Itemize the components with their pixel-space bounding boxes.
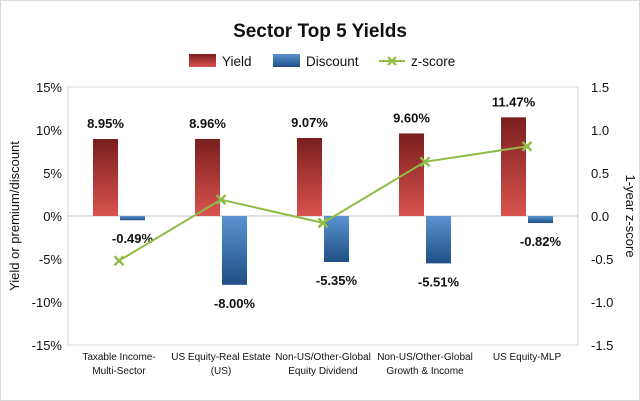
y-tick-label: -15% <box>32 338 63 353</box>
y-tick-label: -10% <box>32 295 63 310</box>
discount-bar <box>222 216 247 285</box>
y2-tick-label: 1.5 <box>591 80 609 95</box>
y2-axis-title: 1-year z-score <box>623 174 638 257</box>
discount-bar <box>120 216 145 221</box>
zscore-marker <box>317 217 329 229</box>
y-tick-label: 10% <box>36 123 62 138</box>
yield-data-label: 9.07% <box>291 115 328 130</box>
plot-area: -15% -10% -5% 0% 5% 10% 15% -1.5 -1.0 -0.5 0.0 0.5 1… <box>32 80 614 377</box>
yield-data-label: 11.47% <box>492 94 536 109</box>
x-tick-label: US Equity-Real Estate <box>171 352 271 363</box>
legend: Yield Discount z-score <box>189 54 455 69</box>
y2-tick-label: 1.0 <box>591 123 609 138</box>
yield-data-label: 8.95% <box>87 116 124 131</box>
x-tick-label: Multi-Sector <box>92 366 146 377</box>
yield-bar <box>195 138 220 216</box>
yield-bar <box>297 137 322 216</box>
x-tick-label: (US) <box>211 366 232 377</box>
y-tick-label: 5% <box>43 166 62 181</box>
yield-data-label: 8.96% <box>189 116 226 131</box>
zscore-marker <box>419 156 431 168</box>
y-tick-label: 15% <box>36 80 62 95</box>
discount-data-label: -5.35% <box>316 273 358 288</box>
yield-bar <box>93 139 118 216</box>
legend-label-yield: Yield <box>222 54 252 69</box>
legend-label-zscore: z-score <box>411 54 455 69</box>
discount-data-label: -8.00% <box>214 296 256 311</box>
y2-tick-label: -1.5 <box>591 338 613 353</box>
discount-bar <box>528 216 553 224</box>
y2-tick-label: -1.0 <box>591 295 613 310</box>
discount-data-label: -0.82% <box>520 234 562 249</box>
y-axis-title: Yield or premium/discount <box>7 141 22 291</box>
y2-tick-label: -0.5 <box>591 252 613 267</box>
x-tick-label: Non-US/Other-Global <box>377 352 473 363</box>
zscore-marker <box>113 255 125 267</box>
x-tick-label: Non-US/Other-Global <box>275 352 371 363</box>
y2-tick-label: 0.5 <box>591 166 609 181</box>
y-tick-label: 0% <box>43 209 62 224</box>
x-tick-label: US Equity-MLP <box>493 352 562 363</box>
x-tick-label: Growth & Income <box>386 366 464 377</box>
legend-swatch-zscore-marker <box>387 56 397 66</box>
y-tick-label: -5% <box>39 252 63 267</box>
y2-tick-label: 0.0 <box>591 209 609 224</box>
zscore-marker <box>215 194 227 206</box>
yield-data-label: 9.60% <box>393 110 430 125</box>
discount-bar <box>324 216 349 263</box>
yield-bar <box>501 117 526 216</box>
x-tick-label: Taxable Income- <box>82 352 155 363</box>
zscore-marker <box>521 140 533 152</box>
discount-data-label: -0.49% <box>112 231 154 246</box>
discount-data-label: -5.51% <box>418 274 460 289</box>
legend-swatch-yield <box>189 54 216 67</box>
legend-swatch-discount <box>273 54 300 67</box>
x-tick-label: Equity Dividend <box>288 366 357 377</box>
legend-label-discount: Discount <box>306 54 359 69</box>
discount-bar <box>426 216 451 264</box>
chart-title: Sector Top 5 Yields <box>233 21 407 42</box>
